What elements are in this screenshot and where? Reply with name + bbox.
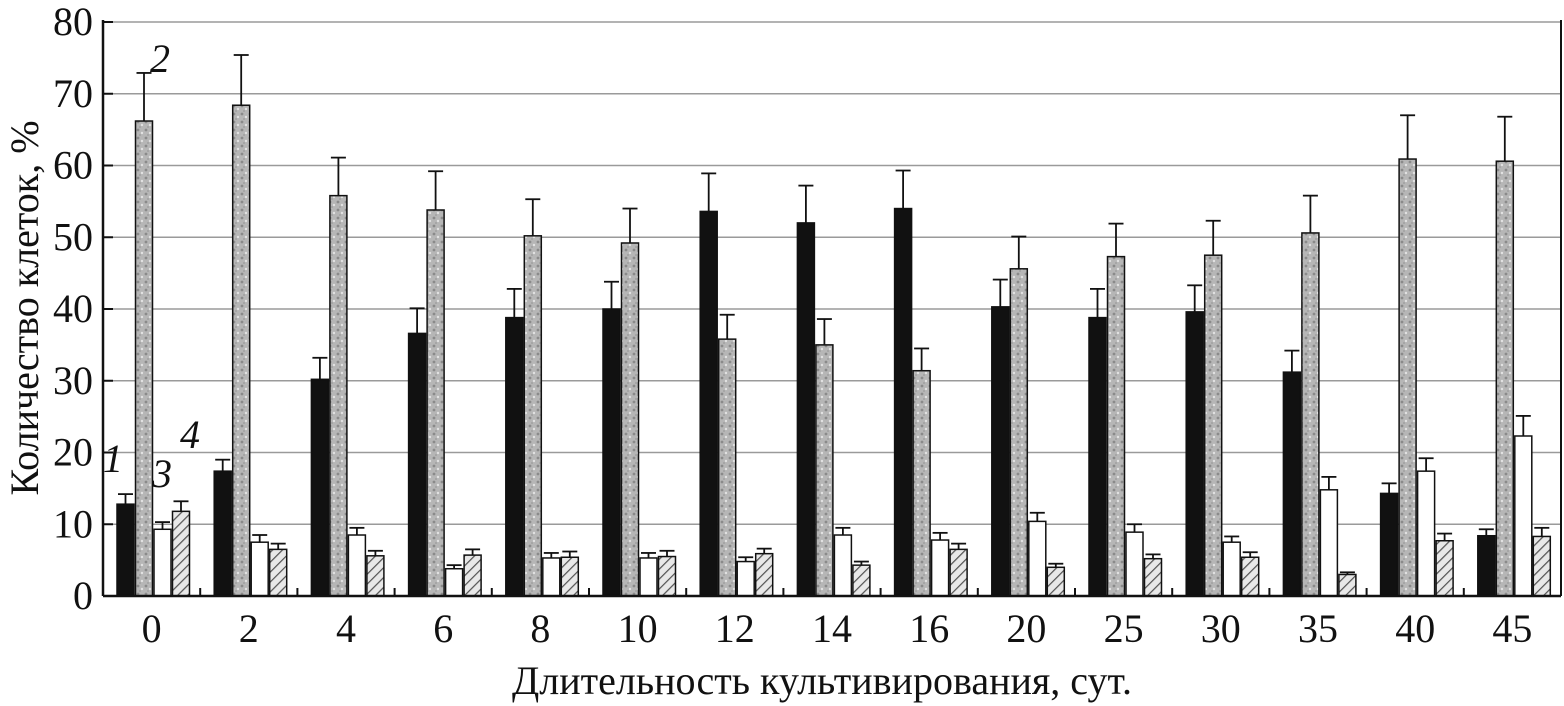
bar-s3-12 xyxy=(736,560,755,597)
series-label-1: 1 xyxy=(103,436,123,481)
bar-s2-2 xyxy=(231,104,251,597)
x-axis-title: Длительность культивирования, сут. xyxy=(512,658,1132,703)
bar-s1-0 xyxy=(116,503,135,597)
bar-s4-16 xyxy=(949,548,968,597)
bar-s2-35 xyxy=(1301,232,1320,597)
bar-s3-40 xyxy=(1416,470,1436,597)
y-tick-label: 20 xyxy=(53,430,93,475)
bar-s3-14 xyxy=(833,534,853,597)
x-tick-label-8: 8 xyxy=(530,606,550,651)
series-label-2: 2 xyxy=(150,36,170,81)
bar-s3-4 xyxy=(347,534,367,597)
bar-s4-12 xyxy=(754,552,774,597)
bar-s2-25 xyxy=(1106,255,1126,597)
bar-s3-2 xyxy=(250,541,269,597)
bar-s1-6 xyxy=(407,332,427,597)
y-tick-label: 10 xyxy=(53,501,93,546)
bar-s1-8 xyxy=(505,316,524,597)
bar-s4-35 xyxy=(1338,573,1357,597)
bar-s2-40 xyxy=(1398,158,1417,597)
bar-s4-8 xyxy=(560,556,580,597)
bar-s2-45 xyxy=(1495,160,1515,597)
bar-s1-20 xyxy=(991,306,1010,597)
bar-s4-25 xyxy=(1143,557,1163,597)
bar-s2-12 xyxy=(717,338,737,597)
y-tick-label: 50 xyxy=(53,214,93,259)
bar-s3-0 xyxy=(153,528,172,597)
bar-s3-16 xyxy=(930,539,950,597)
y-tick-label: 80 xyxy=(53,0,93,44)
bar-s1-35 xyxy=(1282,371,1302,597)
bar-s4-14 xyxy=(852,564,871,597)
bar-s2-16 xyxy=(912,369,931,597)
bar-s1-14 xyxy=(796,222,816,597)
bar-s3-45 xyxy=(1514,435,1533,597)
bar-s1-2 xyxy=(213,470,232,597)
bar-s3-35 xyxy=(1319,489,1339,597)
bar-s1-4 xyxy=(310,378,330,597)
x-tick-label-6: 6 xyxy=(433,606,453,651)
bars xyxy=(116,54,1552,597)
bar-s1-10 xyxy=(602,308,621,597)
x-tick-label-30: 30 xyxy=(1201,606,1241,651)
bar-s1-16 xyxy=(893,207,913,597)
bar-s4-10 xyxy=(657,555,677,597)
bar-s4-4 xyxy=(366,555,385,597)
bar-s1-45 xyxy=(1477,534,1496,597)
y-tick-label: 30 xyxy=(53,358,93,403)
bar-s2-0 xyxy=(134,120,154,597)
x-tick-label-25: 25 xyxy=(1104,606,1144,651)
bar-s3-6 xyxy=(444,567,464,597)
y-axis-title: Количество клеток, % xyxy=(2,120,47,495)
bar-s1-25 xyxy=(1088,316,1107,597)
bar-s1-12 xyxy=(699,210,718,597)
bar-s4-30 xyxy=(1240,556,1260,597)
x-tick-label-2: 2 xyxy=(239,606,259,651)
bar-s2-14 xyxy=(815,344,834,597)
bar-s3-25 xyxy=(1125,531,1144,597)
x-tick-label-16: 16 xyxy=(909,606,949,651)
x-tick-label-14: 14 xyxy=(812,606,852,651)
y-tick-label: 40 xyxy=(53,286,93,331)
axes xyxy=(101,20,1562,598)
bar-s3-10 xyxy=(639,557,658,597)
bar-s2-6 xyxy=(426,209,445,597)
bar-s4-6 xyxy=(463,554,482,597)
bar-s4-20 xyxy=(1046,566,1066,597)
bar-s4-0 xyxy=(171,510,191,597)
series-label-4: 4 xyxy=(180,412,200,457)
bar-s1-30 xyxy=(1185,311,1204,597)
x-tick-label-45: 45 xyxy=(1492,606,1532,651)
y-tick-label: 60 xyxy=(53,143,93,188)
x-tick-label-40: 40 xyxy=(1395,606,1435,651)
bar-s2-4 xyxy=(329,194,348,597)
bar-s4-45 xyxy=(1532,535,1552,597)
x-tick-label-0: 0 xyxy=(142,606,162,651)
bar-s4-40 xyxy=(1435,540,1454,597)
y-tick-label: 0 xyxy=(73,573,93,618)
y-tick-label: 70 xyxy=(53,71,93,116)
bar-s2-10 xyxy=(620,242,640,597)
x-tick-label-4: 4 xyxy=(336,606,356,651)
bar-s3-8 xyxy=(542,557,561,597)
bar-s2-8 xyxy=(523,235,543,597)
x-tick-label-35: 35 xyxy=(1298,606,1338,651)
x-tick-label-12: 12 xyxy=(715,606,755,651)
bar-s3-20 xyxy=(1028,520,1047,597)
bar-s4-2 xyxy=(268,548,288,597)
bar-s2-20 xyxy=(1009,268,1029,597)
bar-s1-40 xyxy=(1379,492,1399,597)
bar-s3-30 xyxy=(1222,541,1241,597)
x-tick-label-10: 10 xyxy=(618,606,658,651)
bar-s2-30 xyxy=(1203,254,1223,597)
x-tick-label-20: 20 xyxy=(1006,606,1046,651)
series-label-3: 3 xyxy=(151,451,172,496)
